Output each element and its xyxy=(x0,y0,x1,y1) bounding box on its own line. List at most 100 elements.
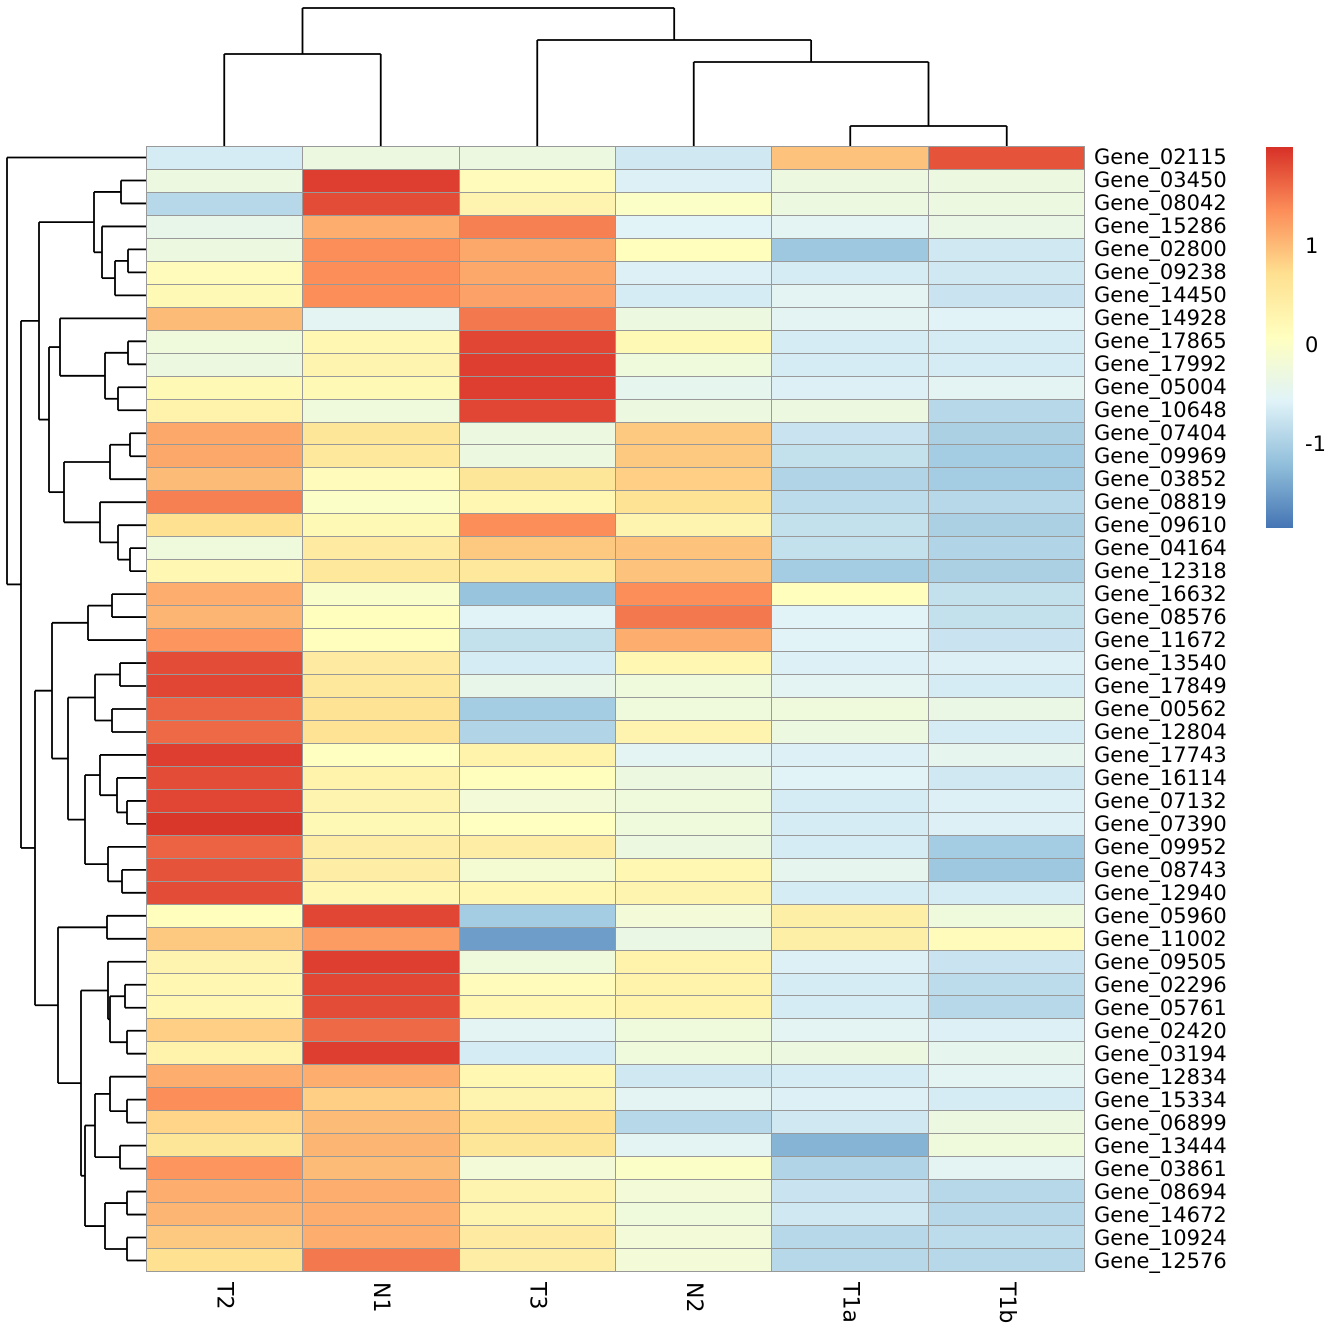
heatmap-cell-Gene_10648-N2 xyxy=(615,399,772,422)
heatmap-cell-Gene_10924-T1b xyxy=(928,1226,1084,1249)
heatmap-cell-Gene_17865-T1a xyxy=(772,330,928,353)
heatmap-cell-Gene_02420-N2 xyxy=(615,1019,772,1042)
heatmap-cell-Gene_09238-T1a xyxy=(772,261,928,284)
heatmap-cell-Gene_08694-T1b xyxy=(928,1180,1084,1203)
heatmap-cell-Gene_12576-N2 xyxy=(615,1249,772,1271)
column-label: N1 xyxy=(367,1282,393,1313)
row-label: Gene_08743 xyxy=(1094,857,1227,882)
heatmap-cell-Gene_05960-T1b xyxy=(928,904,1084,927)
heatmap-cell-Gene_10924-N1 xyxy=(303,1226,459,1249)
heatmap-cell-Gene_14928-T2 xyxy=(147,307,303,330)
row-label: Gene_05004 xyxy=(1094,375,1227,400)
heatmap-cell-Gene_02115-N2 xyxy=(615,147,772,169)
heatmap-cell-Gene_09952-T3 xyxy=(459,835,615,858)
row-label: Gene_17865 xyxy=(1094,329,1227,354)
heatmap-cell-Gene_08042-T1a xyxy=(772,192,928,215)
heatmap-cell-Gene_07390-T1a xyxy=(772,812,928,835)
row-label: Gene_09969 xyxy=(1094,444,1227,469)
heatmap-cell-Gene_09952-N2 xyxy=(615,835,772,858)
heatmap-cell-Gene_05004-N2 xyxy=(615,376,772,399)
heatmap-cell-Gene_03450-T3 xyxy=(459,169,615,192)
heatmap-cell-Gene_07132-T1b xyxy=(928,789,1084,812)
heatmap-cell-Gene_03450-T2 xyxy=(147,169,303,192)
heatmap-cell-Gene_08743-T1b xyxy=(928,858,1084,881)
row-label: Gene_07404 xyxy=(1094,421,1227,446)
heatmap-cell-Gene_09969-N1 xyxy=(303,445,459,468)
heatmap-cell-Gene_02296-T1a xyxy=(772,973,928,996)
row-label: Gene_09952 xyxy=(1094,834,1227,859)
heatmap-cell-Gene_05004-T3 xyxy=(459,376,615,399)
heatmap-cell-Gene_09952-T1a xyxy=(772,835,928,858)
heatmap-cell-Gene_03861-N1 xyxy=(303,1157,459,1180)
heatmap-cell-Gene_06899-T1a xyxy=(772,1111,928,1134)
row-label: Gene_02296 xyxy=(1094,972,1227,997)
heatmap-cell-Gene_05761-T3 xyxy=(459,996,615,1019)
heatmap-cell-Gene_03450-N2 xyxy=(615,169,772,192)
row-label: Gene_08042 xyxy=(1094,191,1227,216)
heatmap-cell-Gene_03861-T2 xyxy=(147,1157,303,1180)
heatmap-cell-Gene_09610-T1a xyxy=(772,514,928,537)
heatmap-cell-Gene_02800-T1a xyxy=(772,238,928,261)
heatmap-cell-Gene_10924-T3 xyxy=(459,1226,615,1249)
heatmap-cell-Gene_17992-T3 xyxy=(459,353,615,376)
heatmap-cell-Gene_08819-N2 xyxy=(615,491,772,514)
heatmap-cell-Gene_07390-T1b xyxy=(928,812,1084,835)
heatmap-cell-Gene_16114-T3 xyxy=(459,766,615,789)
heatmap-cell-Gene_07132-T2 xyxy=(147,789,303,812)
heatmap-cell-Gene_08042-T2 xyxy=(147,192,303,215)
heatmap-cell-Gene_09238-T3 xyxy=(459,261,615,284)
column-label: T3 xyxy=(524,1282,550,1310)
heatmap-cell-Gene_03852-T2 xyxy=(147,468,303,491)
row-label: Gene_14928 xyxy=(1094,306,1227,331)
heatmap-cell-Gene_11672-T1b xyxy=(928,629,1084,652)
heatmap-cell-Gene_03450-T1b xyxy=(928,169,1084,192)
heatmap-cell-Gene_08819-T3 xyxy=(459,491,615,514)
heatmap-cell-Gene_02420-T1b xyxy=(928,1019,1084,1042)
heatmap-cell-Gene_12576-T1a xyxy=(772,1249,928,1271)
heatmap-cell-Gene_03194-N1 xyxy=(303,1042,459,1065)
heatmap-cell-Gene_08042-N2 xyxy=(615,192,772,215)
heatmap-cell-Gene_06899-T3 xyxy=(459,1111,615,1134)
heatmap-cell-Gene_14928-T1a xyxy=(772,307,928,330)
heatmap-cell-Gene_15286-T2 xyxy=(147,215,303,238)
heatmap-cell-Gene_02296-T3 xyxy=(459,973,615,996)
heatmap-cell-Gene_14672-T1a xyxy=(772,1203,928,1226)
row-label: Gene_00562 xyxy=(1094,697,1227,721)
heatmap-cell-Gene_14672-N1 xyxy=(303,1203,459,1226)
heatmap-cell-Gene_09610-N1 xyxy=(303,514,459,537)
heatmap-cell-Gene_03861-T3 xyxy=(459,1157,615,1180)
heatmap-cell-Gene_05960-T1a xyxy=(772,904,928,927)
heatmap-cell-Gene_17849-T2 xyxy=(147,675,303,698)
heatmap-cell-Gene_08743-T2 xyxy=(147,858,303,881)
row-label: Gene_15334 xyxy=(1094,1087,1227,1112)
heatmap-cell-Gene_09505-N1 xyxy=(303,950,459,973)
heatmap-cell-Gene_07132-T1a xyxy=(772,789,928,812)
heatmap-cell-Gene_12804-T3 xyxy=(459,720,615,743)
heatmap-cell-Gene_02800-T2 xyxy=(147,238,303,261)
heatmap-cell-Gene_12804-N2 xyxy=(615,720,772,743)
heatmap-cell-Gene_12834-T1b xyxy=(928,1065,1084,1088)
heatmap-cell-Gene_09610-T2 xyxy=(147,514,303,537)
heatmap-cell-Gene_08576-T1a xyxy=(772,606,928,629)
heatmap-cell-Gene_16632-T2 xyxy=(147,583,303,606)
row-label: Gene_05960 xyxy=(1094,903,1227,928)
heatmap-cell-Gene_04164-N1 xyxy=(303,537,459,560)
heatmap-cell-Gene_14672-N2 xyxy=(615,1203,772,1226)
heatmap-cell-Gene_09505-N2 xyxy=(615,950,772,973)
heatmap-cell-Gene_17865-T3 xyxy=(459,330,615,353)
heatmap-cell-Gene_06899-N2 xyxy=(615,1111,772,1134)
row-label: Gene_09238 xyxy=(1094,260,1227,285)
heatmap-cell-Gene_09969-T3 xyxy=(459,445,615,468)
heatmap-cell-Gene_05960-T2 xyxy=(147,904,303,927)
heatmap-cell-Gene_07390-N1 xyxy=(303,812,459,835)
row-label: Gene_02800 xyxy=(1094,237,1227,262)
row-label: Gene_16114 xyxy=(1094,765,1227,790)
heatmap-cell-Gene_03852-T1a xyxy=(772,468,928,491)
heatmap-cell-Gene_08576-T2 xyxy=(147,606,303,629)
heatmap-cell-Gene_12576-T3 xyxy=(459,1249,615,1271)
heatmap-cell-Gene_12318-N1 xyxy=(303,560,459,583)
heatmap-cell-Gene_12940-T2 xyxy=(147,881,303,904)
heatmap-cell-Gene_17743-N2 xyxy=(615,743,772,766)
heatmap-cell-Gene_15334-N2 xyxy=(615,1088,772,1111)
heatmap-cell-Gene_11672-N1 xyxy=(303,629,459,652)
